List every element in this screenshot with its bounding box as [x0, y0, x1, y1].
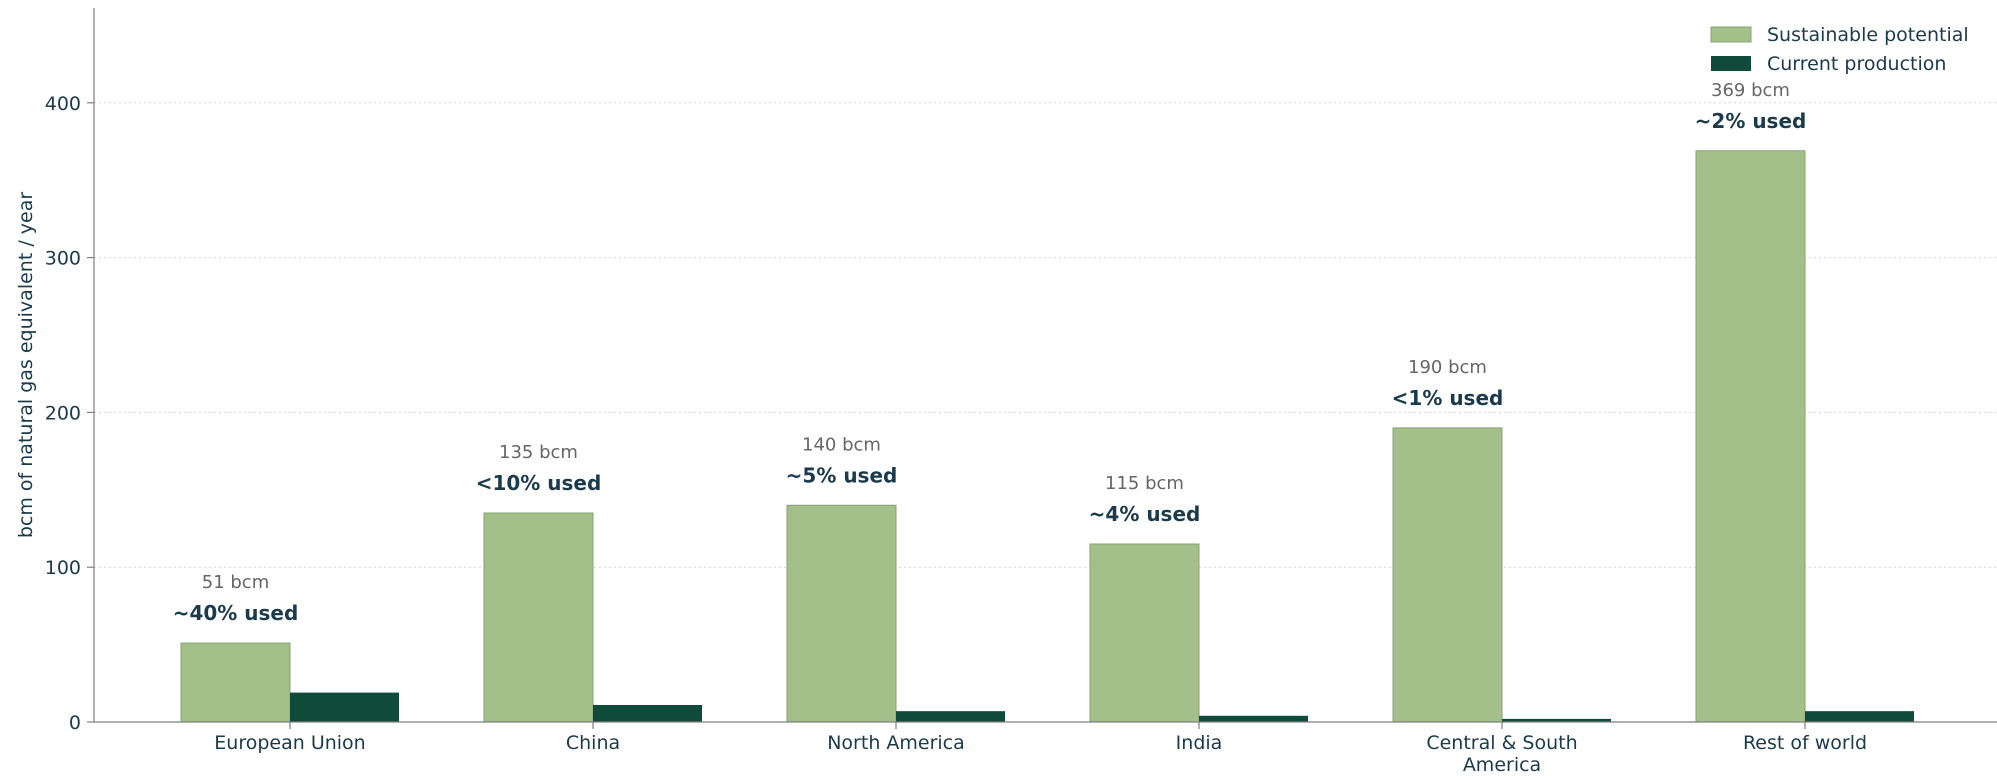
bar-sustainable-potential: [1392, 427, 1503, 723]
bars: [180, 150, 1914, 723]
annotations: 51 bcm ~40% used 135 bcm <10% used 140 bcm ~5…: [173, 80, 1807, 625]
bar-sustainable-potential: [786, 504, 897, 723]
y-tick-label: 200: [45, 402, 81, 424]
bar-sustainable-potential: [180, 642, 291, 723]
x-tick-label: Central & South America: [1426, 732, 1577, 776]
legend-swatch-current: [1711, 56, 1751, 71]
y-axis-label: bcm of natural gas equivalent / year: [15, 192, 37, 538]
grid-lines: [94, 102, 1997, 568]
legend-label-current: Current production: [1767, 53, 1946, 75]
potential-value-label: 369 bcm: [1711, 80, 1790, 101]
legend-label-sustainable: Sustainable potential: [1767, 24, 1969, 46]
x-tick-label: North America: [827, 732, 965, 754]
bar-current-production: [593, 704, 702, 722]
legend-swatch-sustainable: [1710, 26, 1752, 43]
legend: Sustainable potential Current production: [1710, 24, 1969, 75]
bar-current-production: [1199, 715, 1308, 722]
y-tick-label: 100: [45, 557, 81, 579]
potential-value-label: 115 bcm: [1105, 473, 1184, 494]
bar-current-production: [1805, 711, 1914, 722]
share-used-label: ~4% used: [1089, 502, 1201, 526]
bar-sustainable-potential: [483, 512, 594, 723]
bar-current-production: [896, 711, 1005, 722]
share-used-label: ~2% used: [1695, 109, 1807, 133]
potential-value-label: 51 bcm: [202, 572, 269, 593]
share-used-label: ~40% used: [173, 601, 299, 625]
y-tick-label: 0: [69, 712, 81, 734]
bar-sustainable-potential: [1089, 543, 1200, 723]
axes: [93, 8, 1997, 723]
bar-current-production: [1502, 718, 1611, 722]
x-tick-label: India: [1176, 732, 1223, 754]
bar-sustainable-potential: [1695, 150, 1806, 723]
bar-current-production: [290, 692, 399, 722]
x-tick-label: European Union: [214, 732, 365, 754]
potential-value-label: 135 bcm: [499, 442, 578, 463]
y-tick-label: 400: [45, 93, 81, 115]
potential-value-label: 190 bcm: [1408, 357, 1487, 378]
share-used-label: <1% used: [1392, 386, 1504, 410]
share-used-label: ~5% used: [786, 463, 898, 487]
ticks: 0 100 200 300 400 European Union China North Am…: [45, 93, 1867, 776]
x-tick-label: Rest of world: [1743, 732, 1867, 754]
y-tick-label: 300: [45, 248, 81, 270]
x-tick-label: China: [566, 732, 620, 754]
potential-value-label: 140 bcm: [802, 434, 881, 455]
share-used-label: <10% used: [476, 471, 602, 495]
